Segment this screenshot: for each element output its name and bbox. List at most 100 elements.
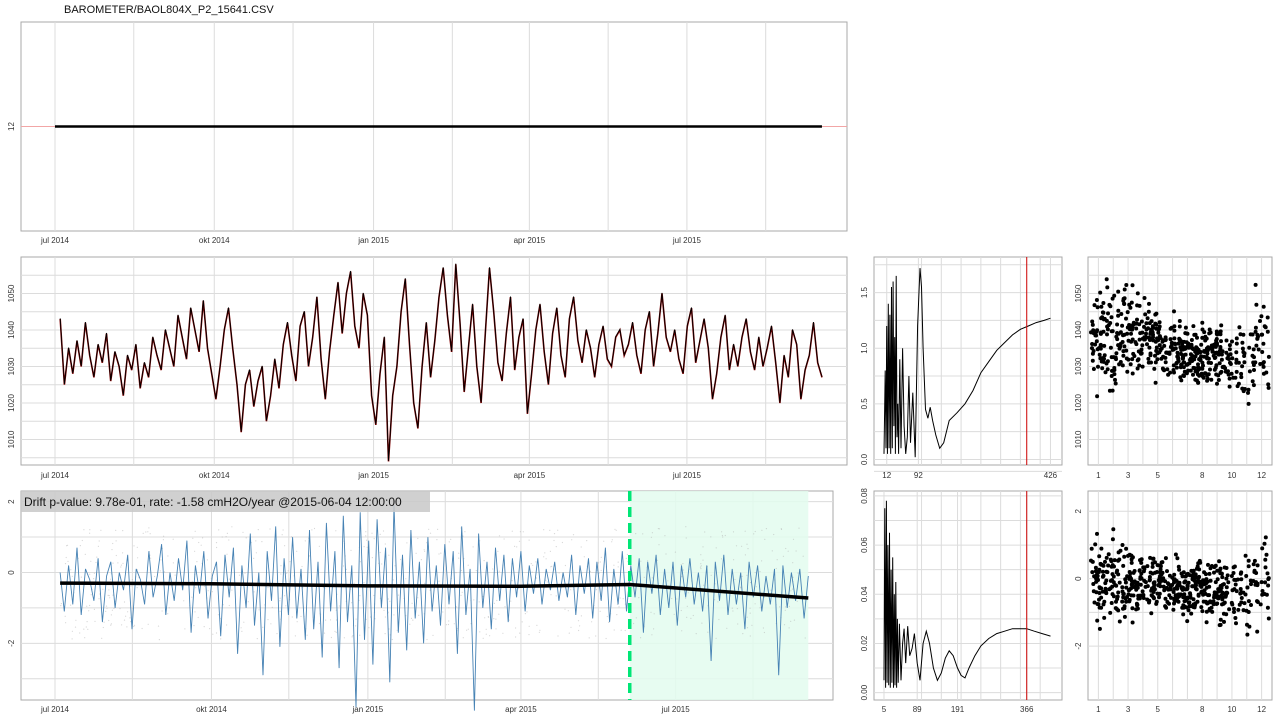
residual-point [318,622,320,625]
monthly_residuals-point [1207,584,1212,589]
residual-point [89,573,91,575]
residual-point [640,560,642,562]
monthly_residuals-point [1120,599,1125,604]
residual-point [74,626,77,628]
residual-point [350,549,352,552]
monthly_pressure-point [1230,339,1234,344]
monthly_pressure-point [1227,347,1232,352]
monthly_pressure-point [1189,338,1194,342]
monthly_pressure-point [1191,372,1195,377]
monthly_residuals-point [1208,578,1213,583]
monthly_pressure-point [1237,325,1242,330]
monthly_pressure-point [1095,328,1100,333]
residual-point [256,638,258,640]
residual-point [546,581,548,583]
residual-point [203,626,205,628]
monthly_pressure-point [1115,322,1120,327]
residual-point [253,591,255,593]
monthly_pressure-point [1134,342,1139,347]
residual-point [773,533,775,536]
monthly_pressure-point [1227,384,1232,389]
residual-point [572,534,575,536]
residual-point [424,582,426,584]
monthly_pressure-point [1139,351,1143,356]
monthly_residuals-point [1203,572,1208,577]
monthly_pressure-point [1144,331,1148,336]
status-x-tick-label: apr 2015 [514,236,546,245]
residual-point [384,633,386,635]
residual-point [96,556,98,558]
monthly_pressure-point [1224,350,1229,355]
residual-point [429,532,432,534]
monthly_pressure-point [1234,350,1239,355]
monthly_residuals-point [1136,596,1141,601]
monthly_residuals-point [1164,605,1169,610]
monthly_pressure-x-tick-label: 10 [1227,471,1236,480]
residual-point [528,539,530,541]
residual-point [741,575,743,578]
residual-point [296,621,298,623]
monthly_residuals-point [1152,587,1157,592]
residual-point [212,633,214,635]
monthly_pressure-point [1102,343,1107,348]
monthly_pressure-point [1217,349,1222,353]
monthly_residuals-point [1199,605,1204,610]
monthly_residuals-point [1122,554,1127,559]
status-y-tick-label: 12 [7,122,16,131]
residual-point [671,597,673,600]
residual-point [793,619,796,621]
residual-point [309,555,311,557]
monthly_residuals-point [1147,598,1152,603]
monthly_residuals-point [1160,570,1165,575]
monthly_residuals-point [1166,587,1171,592]
monthly_residuals-point [1120,585,1125,590]
residual-point [763,596,766,598]
monthly_residuals-point [1111,527,1116,532]
residual-point [553,539,555,542]
monthly_residuals-point [1145,584,1150,589]
residual-point [771,550,773,552]
monthly_pressure-point [1178,375,1183,380]
monthly_pressure-point [1262,324,1267,329]
residual-point [455,572,457,574]
residual-point [142,532,144,535]
monthly_residuals-point [1141,593,1146,597]
monthly_pressure-point [1139,319,1144,324]
residual-point [437,528,439,531]
residual-point [599,610,601,612]
monthly_residuals-point [1210,609,1215,614]
spectrum_residuals-y-tick-label: 0.08 [860,488,869,504]
residual-point [388,554,390,556]
residual-point [720,558,723,560]
spectrum_residuals-y-tick-label: 0.02 [860,635,869,651]
residual-point [787,550,789,552]
monthly_pressure-point [1154,345,1159,350]
residual-point [599,561,601,563]
residual-point [291,536,293,538]
residual-point [322,587,325,589]
pressure-frame [20,256,848,466]
monthly_residuals-point [1212,570,1216,575]
monthly_residuals-point [1193,572,1198,577]
residual-point [194,550,196,552]
residual-point [215,542,218,544]
monthly_residuals-point [1171,607,1176,612]
residual-point [478,601,480,603]
residual-point [120,566,122,568]
residual-point [100,529,102,531]
monthly_residuals-point [1188,573,1193,578]
residual-point [674,551,677,553]
residual-point [284,545,286,547]
residual-point [183,600,185,602]
monthly_residuals-point [1097,585,1102,590]
residual-point [617,561,619,563]
monthly_pressure-point [1120,363,1125,368]
residual-point [558,572,560,574]
monthly_pressure-point [1134,326,1139,331]
residual-point [744,554,747,556]
monthly_pressure-point [1163,355,1168,360]
monthly_residuals-point [1093,565,1098,570]
residual-point [330,636,332,639]
monthly_pressure-point [1242,387,1247,391]
residual-point [325,619,327,621]
